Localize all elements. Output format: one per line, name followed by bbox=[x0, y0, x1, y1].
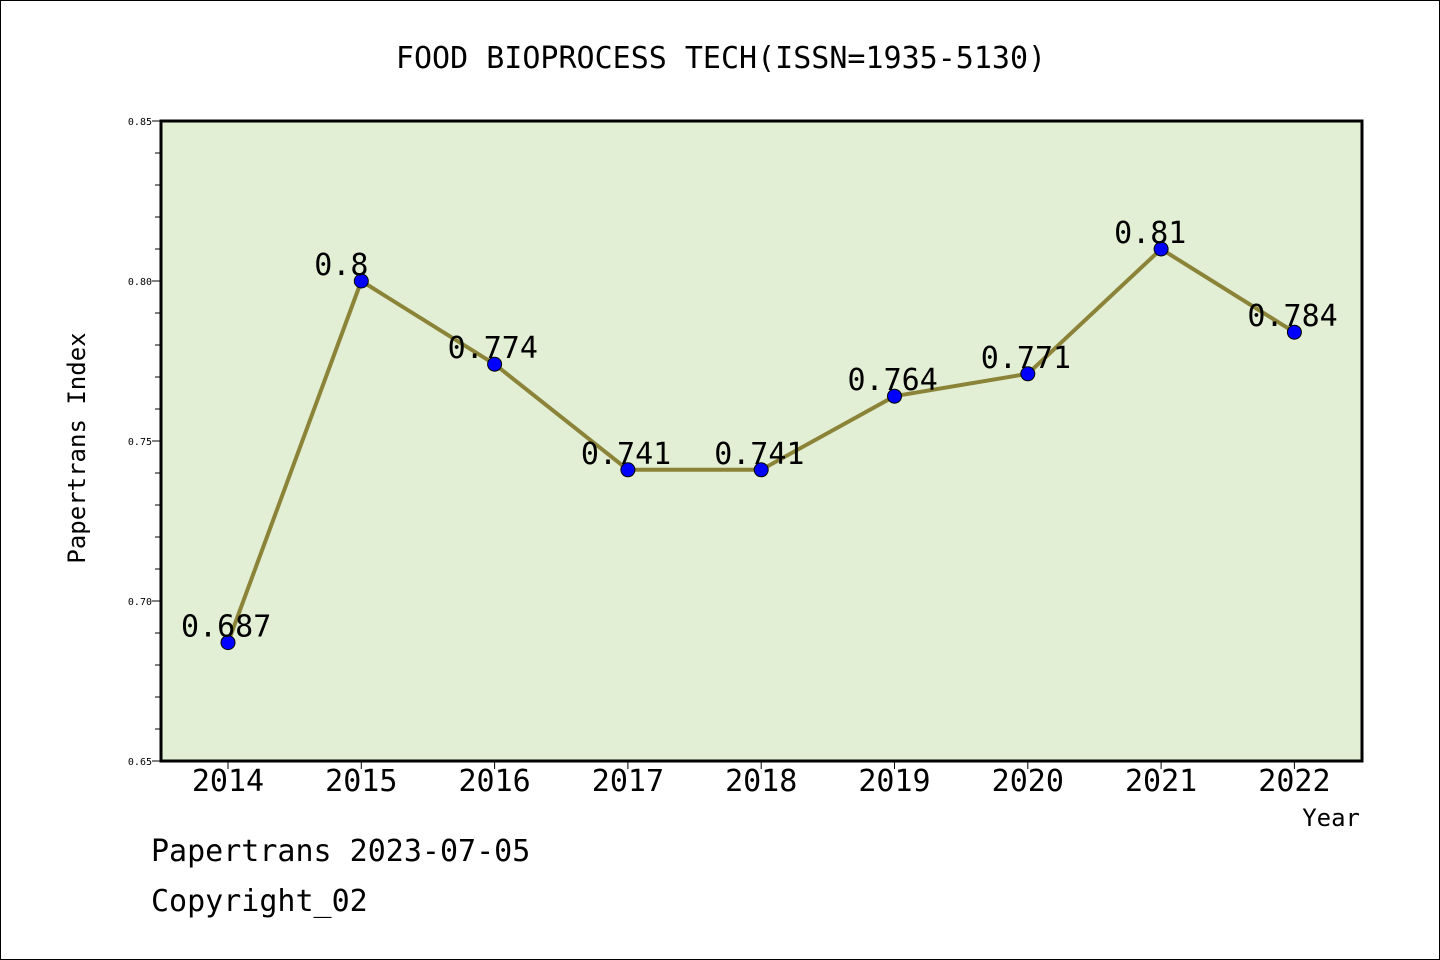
footer-source: Papertrans 2023-07-05 bbox=[151, 834, 531, 869]
x-tick-label: 2018 bbox=[725, 764, 797, 799]
data-label: 0.771 bbox=[981, 341, 1071, 376]
data-label: 0.774 bbox=[448, 331, 538, 366]
x-tick-label: 2022 bbox=[1258, 764, 1330, 799]
data-point bbox=[753, 462, 769, 478]
y-axis-label: Papertrans Index bbox=[63, 332, 91, 563]
data-point bbox=[1153, 241, 1169, 257]
data-label: 0.741 bbox=[581, 437, 671, 472]
data-point bbox=[487, 356, 503, 372]
data-label-group: 0.687 0.8 0.774 0.741 0.741 0.764 0.771 0.81 0.7… bbox=[181, 216, 1338, 645]
x-tick-label: 2015 bbox=[325, 764, 397, 799]
data-label: 0.741 bbox=[714, 437, 804, 472]
y-tick-label: 0.70 bbox=[128, 597, 152, 608]
data-point bbox=[1286, 324, 1302, 340]
y-tick-label: 0.75 bbox=[128, 437, 152, 448]
x-tick-label: 2020 bbox=[992, 764, 1064, 799]
series-line-group bbox=[220, 241, 1302, 651]
x-tick-label: 2017 bbox=[592, 764, 664, 799]
data-point bbox=[887, 388, 902, 404]
x-axis-label: Year bbox=[1302, 804, 1360, 832]
data-label: 0.784 bbox=[1247, 299, 1337, 334]
data-point bbox=[1020, 366, 1036, 382]
plot-area bbox=[159, 119, 1364, 763]
chart-title: FOOD BIOPROCESS TECH(ISSN=1935-5130) bbox=[396, 41, 1046, 76]
data-label: 0.687 bbox=[181, 610, 271, 645]
data-point bbox=[353, 273, 369, 289]
data-point bbox=[620, 462, 636, 478]
data-label: 0.8 bbox=[314, 248, 368, 283]
x-tick-label: 2014 bbox=[192, 764, 264, 799]
x-tick-label: 2021 bbox=[1125, 764, 1197, 799]
y-tick-label: 0.80 bbox=[128, 277, 152, 288]
x-axis: 2014 2015 2016 2017 2018 2019 2020 2021 2022 bbox=[192, 761, 1331, 799]
y-tick-label: 0.85 bbox=[128, 117, 152, 128]
data-point bbox=[220, 635, 236, 651]
data-label: 0.764 bbox=[848, 363, 938, 398]
x-tick-label: 2019 bbox=[858, 764, 930, 799]
x-tick-label: 2016 bbox=[458, 764, 530, 799]
y-tick-label: 0.65 bbox=[128, 757, 152, 768]
footer-copyright: Copyright_02 bbox=[151, 884, 368, 919]
y-axis: 0.65 0.70 0.75 0.80 0.85 bbox=[128, 117, 161, 768]
data-label: 0.81 bbox=[1114, 216, 1186, 251]
